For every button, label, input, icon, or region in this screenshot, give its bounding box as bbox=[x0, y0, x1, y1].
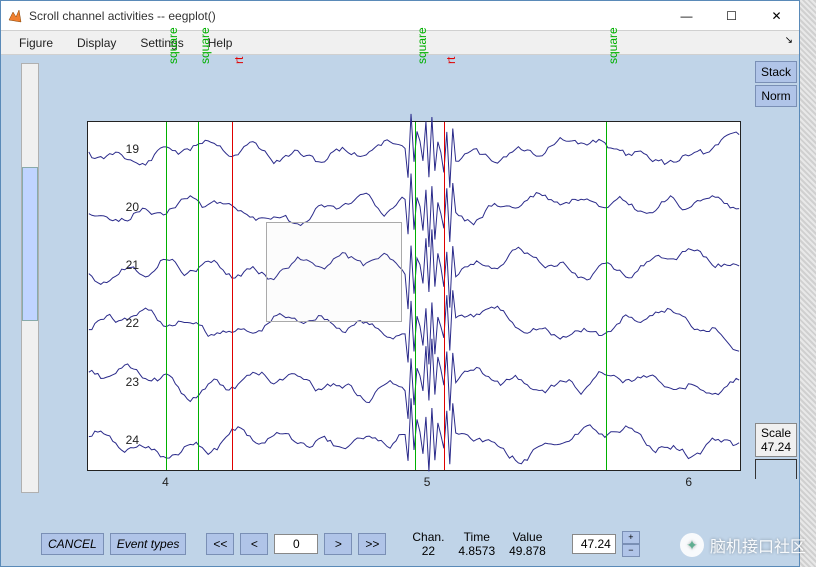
content-area: Stack Norm Scale 47.24 squaresquarertsqu… bbox=[1, 55, 799, 566]
background-window-strip bbox=[800, 0, 816, 567]
event-line bbox=[198, 122, 199, 470]
y-tick-label: 23 bbox=[109, 375, 139, 389]
norm-button[interactable]: Norm bbox=[755, 85, 797, 107]
event-line bbox=[606, 122, 607, 470]
scale-value: 47.24 bbox=[756, 440, 796, 454]
y-tick-label: 19 bbox=[109, 142, 139, 156]
chan-readout: Chan. 22 bbox=[412, 530, 444, 558]
event-label: square bbox=[415, 27, 429, 64]
eeg-trace bbox=[89, 290, 739, 364]
eegplot-window: Scroll channel activities -- eegplot() —… bbox=[0, 0, 800, 567]
maximize-button[interactable]: ☐ bbox=[709, 1, 754, 31]
event-line bbox=[166, 122, 167, 470]
time-readout: Time 4.8573 bbox=[458, 530, 495, 558]
value-readout: Value 49.878 bbox=[509, 530, 546, 558]
x-tick-label: 4 bbox=[162, 475, 169, 489]
scale-bar-icon bbox=[755, 459, 797, 479]
value-value: 49.878 bbox=[509, 544, 546, 558]
menubar: Figure Display Settings Help ↘ bbox=[1, 31, 799, 55]
scale-field[interactable]: 47.24 bbox=[572, 534, 616, 554]
event-label: square bbox=[198, 27, 212, 64]
event-label: rt bbox=[232, 57, 246, 64]
wechat-icon: ✦ bbox=[680, 533, 704, 557]
window-title: Scroll channel activities -- eegplot() bbox=[29, 9, 664, 23]
eeg-trace bbox=[89, 398, 739, 471]
eeg-plot[interactable]: squaresquarertsquarertsquare bbox=[87, 121, 741, 471]
watermark: ✦ 脑机接口社区 bbox=[680, 533, 806, 557]
event-line bbox=[232, 122, 233, 470]
scale-label: Scale bbox=[756, 426, 796, 440]
stack-button[interactable]: Stack bbox=[755, 61, 797, 83]
scale-indicator: Scale 47.24 bbox=[755, 423, 797, 457]
scale-spinner: + − bbox=[622, 531, 640, 557]
nav-next-button[interactable]: > bbox=[324, 533, 352, 555]
scale-plus-button[interactable]: + bbox=[622, 531, 640, 544]
cancel-button[interactable]: CANCEL bbox=[41, 533, 104, 555]
eeg-trace bbox=[89, 114, 739, 188]
nav-last-button[interactable]: >> bbox=[358, 533, 386, 555]
y-tick-label: 21 bbox=[109, 258, 139, 272]
x-tick-label: 5 bbox=[424, 475, 431, 489]
position-field[interactable]: 0 bbox=[274, 534, 318, 554]
menu-figure[interactable]: Figure bbox=[9, 34, 63, 52]
matlab-icon bbox=[7, 8, 23, 24]
chan-value: 22 bbox=[412, 544, 444, 558]
event-line bbox=[444, 122, 445, 470]
nav-first-button[interactable]: << bbox=[206, 533, 234, 555]
eeg-trace bbox=[89, 229, 739, 309]
minimize-button[interactable]: — bbox=[664, 1, 709, 31]
watermark-text: 脑机接口社区 bbox=[710, 533, 806, 557]
event-types-button[interactable]: Event types bbox=[110, 533, 187, 555]
selection-rectangle[interactable] bbox=[266, 222, 402, 322]
time-label: Time bbox=[458, 530, 495, 544]
time-value: 4.8573 bbox=[458, 544, 495, 558]
y-tick-label: 24 bbox=[109, 433, 139, 447]
menu-settings[interactable]: Settings bbox=[130, 34, 193, 52]
event-label: square bbox=[166, 27, 180, 64]
value-label: Value bbox=[509, 530, 546, 544]
y-tick-label: 20 bbox=[109, 200, 139, 214]
event-line bbox=[415, 122, 416, 470]
menu-display[interactable]: Display bbox=[67, 34, 126, 52]
event-label: rt bbox=[444, 57, 458, 64]
channel-scrollbar[interactable] bbox=[21, 63, 39, 493]
y-tick-label: 22 bbox=[109, 316, 139, 330]
titlebar: Scroll channel activities -- eegplot() —… bbox=[1, 1, 799, 31]
event-label: square bbox=[606, 27, 620, 64]
scrollbar-thumb[interactable] bbox=[22, 167, 38, 321]
nav-prev-button[interactable]: < bbox=[240, 533, 268, 555]
eeg-trace bbox=[89, 174, 739, 248]
chan-label: Chan. bbox=[412, 530, 444, 544]
menubar-overflow-icon[interactable]: ↘ bbox=[785, 35, 793, 46]
close-button[interactable]: ✕ bbox=[754, 1, 799, 31]
trace-canvas bbox=[88, 122, 740, 470]
scale-minus-button[interactable]: − bbox=[622, 544, 640, 557]
x-tick-label: 6 bbox=[685, 475, 692, 489]
